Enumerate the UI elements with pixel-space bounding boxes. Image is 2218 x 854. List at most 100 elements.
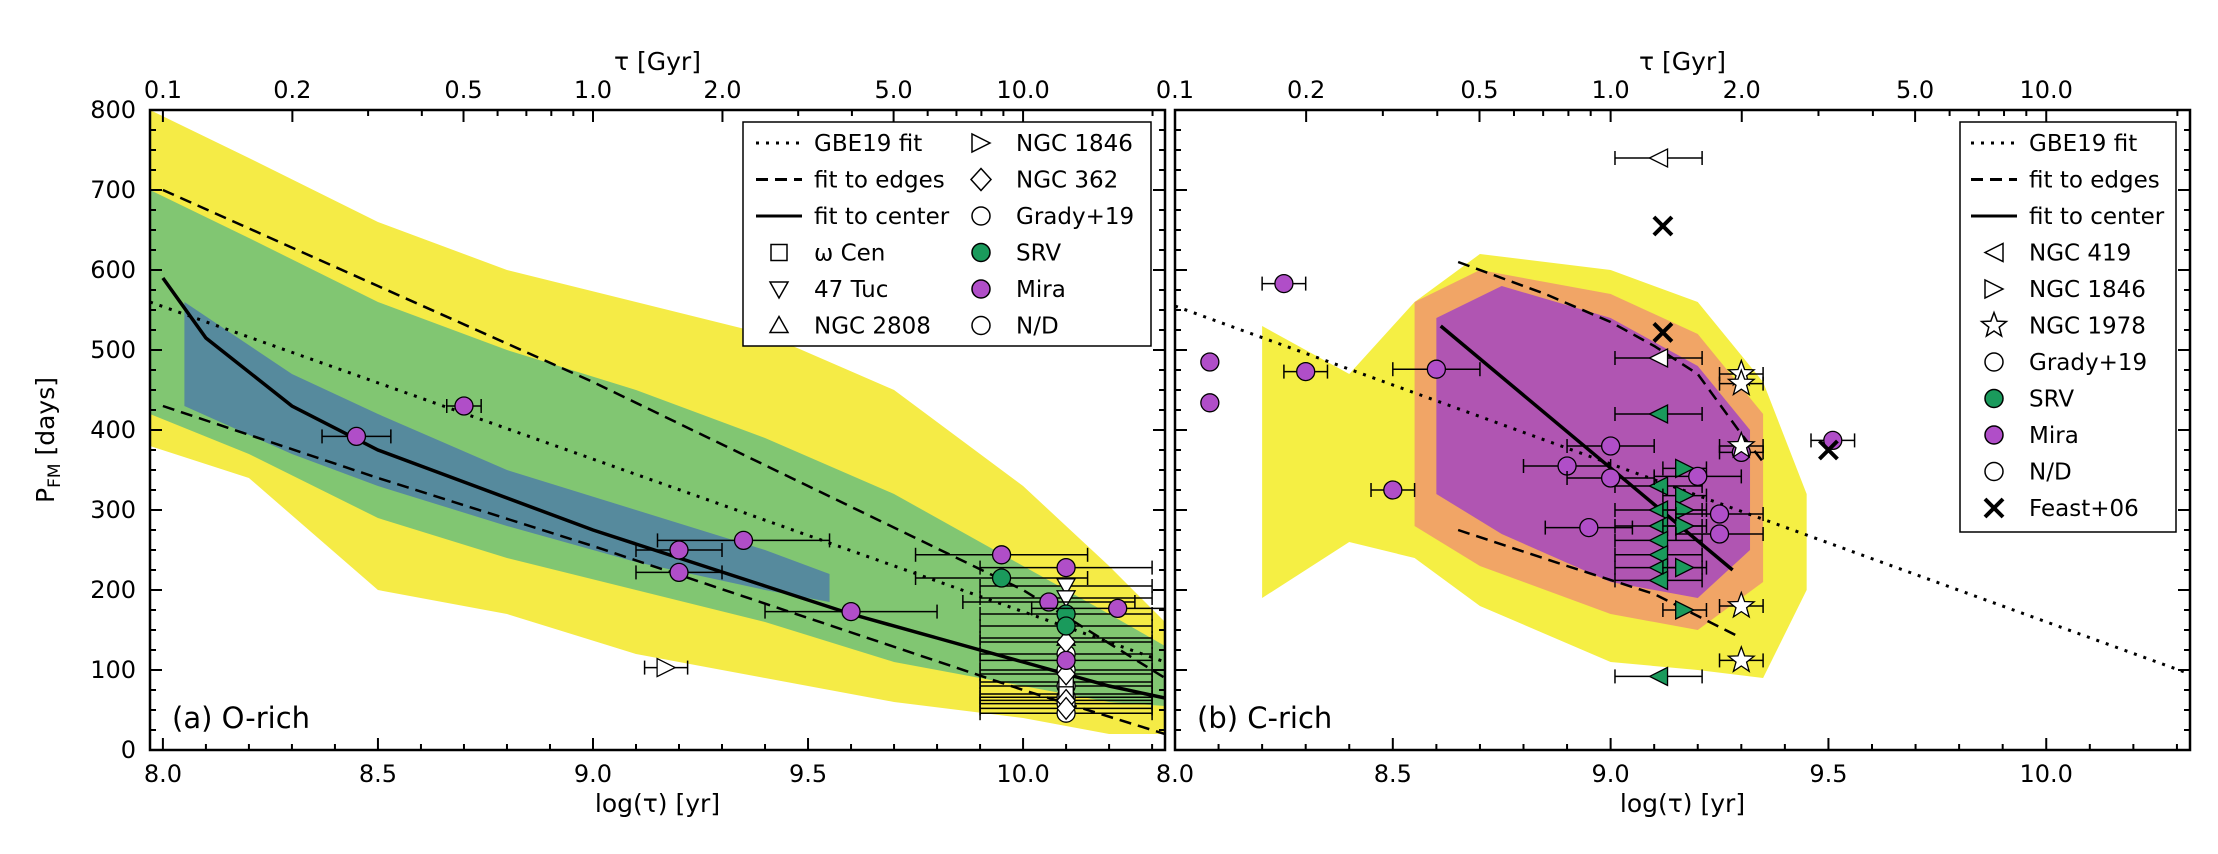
x-tick-label: 8.5 bbox=[1374, 760, 1412, 788]
ngc362-point bbox=[1056, 696, 1076, 721]
x-tick-label: 10.0 bbox=[2020, 760, 2073, 788]
mira-point bbox=[1056, 557, 1076, 578]
plot-area bbox=[1175, 147, 2190, 687]
mira-point bbox=[1426, 359, 1447, 379]
legend-marker-swatch bbox=[768, 281, 790, 300]
legend-marker-swatch bbox=[971, 206, 991, 226]
legend-marker-swatch bbox=[1984, 352, 2004, 372]
mira-point bbox=[669, 540, 689, 560]
legend-marker-swatch bbox=[1983, 497, 2005, 519]
ngc362-point bbox=[1056, 662, 1076, 686]
legend-marker-swatch bbox=[971, 279, 991, 299]
top-tick-label: 2.0 bbox=[1723, 76, 1761, 104]
x-axis-label: log(τ) [yr] bbox=[595, 789, 720, 818]
tuc47-point bbox=[1055, 578, 1077, 597]
heatmap-green-band bbox=[150, 190, 1165, 706]
x-tick-label: 8.0 bbox=[1156, 760, 1194, 788]
legend-marker-swatch bbox=[971, 132, 992, 154]
x-tick-label: 8.5 bbox=[359, 760, 397, 788]
mira-point bbox=[1600, 468, 1621, 488]
mira-point bbox=[841, 601, 861, 622]
legend-marker-swatch bbox=[1979, 310, 2009, 338]
x-tick-label: 10.0 bbox=[996, 760, 1049, 788]
srv-ngc419-point bbox=[1648, 530, 1669, 551]
feast-point-stroke bbox=[1652, 321, 1674, 343]
legend-label: NGC 2808 bbox=[814, 314, 931, 340]
legend-label: 47 Tuc bbox=[814, 277, 888, 303]
panel-c-rich: 8.0 8.5 9.0 9.5 10.0 log(τ) [yr] 0.1 0.2 0.5 1.0 2… bbox=[1156, 47, 2192, 818]
y-axis-label: PFM [days] bbox=[31, 377, 65, 503]
top-tick-label: 10.0 bbox=[2020, 76, 2073, 104]
top-tick-label: 0.2 bbox=[273, 76, 311, 104]
panel-o-rich: 8.0 8.5 9.0 9.5 10.0 log(τ) [yr] 0 100 200 300 400… bbox=[90, 47, 1167, 818]
mira-point bbox=[1688, 466, 1708, 487]
legend-label: GBE19 fit bbox=[2029, 131, 2137, 157]
y-tick-label: 100 bbox=[90, 656, 136, 684]
legend-marker-swatch bbox=[1984, 461, 2004, 482]
legend: GBE19 fit fit to edges fit to center NGC 41… bbox=[1959, 121, 2177, 533]
legend-marker-swatch bbox=[1984, 278, 2005, 300]
legend-marker-swatch bbox=[1984, 425, 2004, 445]
legend-marker-swatch bbox=[971, 242, 991, 263]
legend-label: fit to center bbox=[814, 204, 950, 230]
mira-point bbox=[1709, 504, 1730, 524]
legend-marker-swatch bbox=[770, 243, 788, 262]
feast-point-stroke bbox=[1818, 439, 1839, 461]
legend-label: NGC 1978 bbox=[2029, 314, 2146, 340]
ngc1846-point bbox=[656, 657, 677, 678]
legend-label: fit to center bbox=[2029, 204, 2165, 230]
legend-marker-swatch bbox=[768, 314, 790, 334]
top-axis-label: τ [Gyr] bbox=[614, 47, 701, 76]
srv-ngc419-point bbox=[1648, 570, 1669, 591]
x-tick-label: 9.0 bbox=[574, 760, 612, 788]
legend-label: SRV bbox=[2029, 387, 2074, 413]
x-axis-label: log(τ) [yr] bbox=[1620, 789, 1745, 818]
ngc1978-point bbox=[1726, 430, 1756, 459]
srv-point bbox=[1056, 616, 1076, 636]
top-tick-label: 1.0 bbox=[574, 76, 612, 104]
x-tick-label: 9.5 bbox=[1809, 760, 1847, 788]
legend-label: N/D bbox=[1016, 314, 1059, 340]
legend-marker-swatch bbox=[1984, 388, 2004, 409]
srv-ngc1846-point bbox=[1675, 458, 1696, 479]
mira-point bbox=[1296, 361, 1316, 382]
top-tick-label: 0.1 bbox=[1156, 76, 1194, 104]
legend-label: NGC 362 bbox=[1016, 168, 1118, 194]
ngc1978-point bbox=[1726, 645, 1756, 673]
x-tick-label: 9.0 bbox=[1592, 760, 1630, 788]
legend-label: NGC 1846 bbox=[1016, 131, 1133, 157]
edge-fit-upper-line bbox=[1457, 260, 1765, 463]
plot-area bbox=[150, 110, 1165, 736]
legend-marker-swatch bbox=[971, 315, 991, 336]
y-tick-label: 700 bbox=[90, 176, 136, 204]
srv-ngc1846-point bbox=[1675, 485, 1696, 506]
mira-point bbox=[733, 530, 754, 551]
mira-point bbox=[1108, 598, 1128, 619]
mira-point bbox=[1823, 430, 1843, 451]
legend-label: Mira bbox=[1016, 277, 1066, 303]
x-tick-label: 8.0 bbox=[144, 760, 182, 788]
tuc47-point bbox=[1055, 590, 1077, 609]
mira-point bbox=[346, 426, 367, 447]
mira-point bbox=[1200, 393, 1220, 413]
top-tick-label: 0.5 bbox=[1460, 76, 1498, 104]
legend-label: fit to edges bbox=[2029, 168, 2160, 194]
top-tick-label: 2.0 bbox=[703, 76, 741, 104]
legend-marker-swatch bbox=[969, 167, 993, 192]
srv-ngc1846-point bbox=[1675, 599, 1696, 621]
ngc1978-point bbox=[1726, 368, 1756, 397]
top-tick-label: 5.0 bbox=[875, 76, 913, 104]
feast-point-stroke bbox=[1652, 215, 1674, 237]
mira-point bbox=[1600, 436, 1621, 456]
mira-point bbox=[669, 562, 689, 583]
mira-point bbox=[991, 545, 1012, 565]
legend-label: NGC 419 bbox=[2029, 241, 2131, 267]
mira-point bbox=[1039, 592, 1059, 612]
mira-point bbox=[454, 396, 474, 416]
srv-ngc419-point bbox=[1648, 544, 1669, 565]
y-tick-label: 300 bbox=[90, 496, 136, 524]
heatmap-blue-band bbox=[184, 302, 830, 602]
legend-label: ω Cen bbox=[814, 241, 885, 267]
ngc419-open-point bbox=[1648, 347, 1669, 369]
